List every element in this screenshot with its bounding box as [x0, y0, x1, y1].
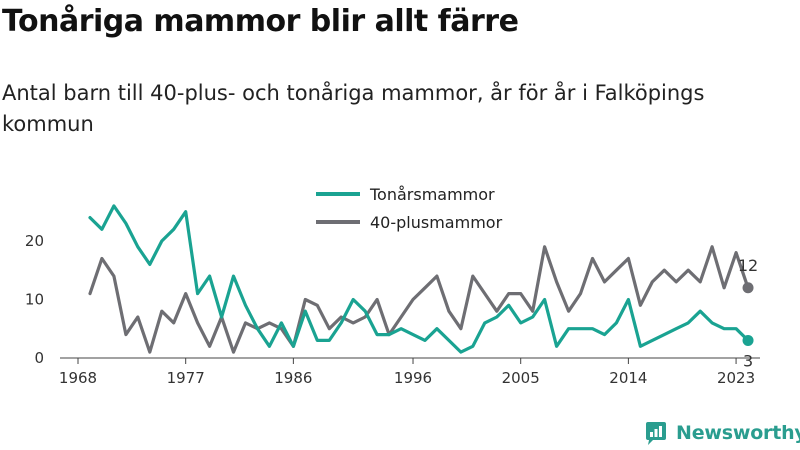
end-point-marker	[742, 334, 754, 346]
x-tick-label: 1977	[167, 369, 205, 387]
x-tick-label: 2023	[717, 369, 755, 387]
x-tick-label: 1996	[394, 369, 432, 387]
end-value-label: 3	[743, 351, 753, 370]
brand-name: Newsworthy	[676, 422, 800, 444]
x-tick-label: 2005	[502, 369, 540, 387]
y-tick-label: 0	[34, 349, 44, 367]
legend-label: 40-plusmammor	[370, 213, 503, 232]
legend-label: Tonårsmammor	[369, 185, 495, 204]
y-tick-label: 20	[25, 232, 44, 250]
x-tick-label: 1986	[274, 369, 312, 387]
series-line-tonarsmammor	[88, 204, 750, 354]
end-value-label: 12	[738, 256, 758, 275]
chart-subtitle: Antal barn till 40-plus- och tonåriga ma…	[2, 81, 705, 136]
y-tick-label: 10	[25, 290, 44, 308]
newsworthy-brand: Newsworthy	[644, 420, 800, 446]
x-tick-label: 2014	[609, 369, 647, 387]
end-point-marker	[742, 282, 754, 294]
series-line-40-plusmammor	[88, 245, 750, 354]
bar-chart-logo-icon	[646, 422, 666, 445]
x-tick-label: 1968	[59, 369, 97, 387]
chart-title: Tonåriga mammor blir allt färre	[2, 4, 519, 39]
